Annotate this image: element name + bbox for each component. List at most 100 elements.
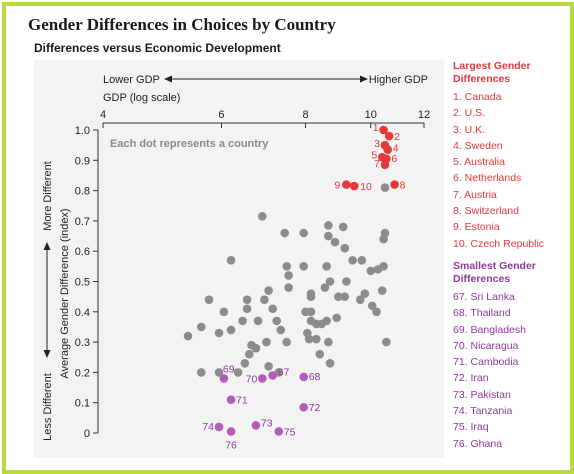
data-label: 4 [393,143,399,155]
legend-item: 5. Australia [453,156,505,169]
y-tick-label: 1.0 [75,125,90,137]
data-point [238,316,247,326]
data-point [226,255,236,265]
legend-item: 3. U.K. [453,123,486,136]
y-tick-label: 0.5 [75,277,90,289]
country-legend: Largest Gender Differences 1. Canada 2. U… [453,60,567,452]
legend-item: 76. Ghana [453,437,503,450]
legend-item: 2. U.S. [453,107,486,120]
legend-item: 73. Pakistan [453,388,511,401]
data-point [348,255,357,265]
smallest-difference-point [226,427,236,436]
legend-header-smallest: Smallest Gender Differences [453,259,536,285]
data-point [204,295,214,304]
x-tick-label: 10 [365,109,377,121]
data-point [253,316,263,326]
data-point [183,331,193,341]
data-point [340,243,350,253]
data-point [226,325,236,335]
plot-panel [34,60,444,458]
data-point [317,319,326,329]
legend-item: 72. Iran [453,372,489,385]
data-point [366,266,376,276]
legend-item: 71. Cambodia [453,356,519,369]
chart-annotation: Each dot represents a country [110,138,269,150]
data-label: 69 [223,363,235,375]
data-point [379,262,388,271]
y-tick-label: 0.2 [75,367,90,379]
data-point [214,368,224,377]
data-point [251,343,261,353]
data-point [301,307,310,317]
data-point [311,334,321,344]
data-point [356,295,365,304]
data-point [306,292,316,301]
data-point [214,328,224,338]
legend-item: 9. Estonia [453,221,500,234]
data-point [377,286,387,295]
data-point [258,212,267,221]
data-point [324,231,333,241]
data-label: 70 [246,373,258,385]
legend-item: 74. Tanzania [453,405,513,418]
data-point [332,313,341,323]
data-point [299,262,308,271]
smallest-difference-point [299,402,308,412]
data-point [268,304,278,314]
data-point [380,183,390,192]
y-direction-high-label: More Different [42,161,54,231]
legend-item: 4. Sweden [453,139,503,152]
data-point [372,307,381,317]
data-label: 72 [309,402,321,414]
x-tick-label: 12 [418,109,430,121]
legend-item: 1. Canada [453,91,502,103]
smallest-difference-point [214,422,224,432]
legend-list-smallest: 67. Sri Lanka 68. Thailand 69. Bangladesh 7… [453,289,567,452]
data-point [338,222,348,232]
data-point [325,277,335,286]
data-label: 10 [360,181,372,193]
y-axis-label: Average Gender Difference (index) [59,208,71,378]
largest-difference-point [380,160,390,170]
data-point [282,262,291,271]
legend-item: 67. Sri Lanka [453,290,515,303]
data-point [315,349,325,359]
chart-subtitle: Differences versus Economic Development [34,41,281,55]
smallest-difference-point [268,371,278,380]
legend-item: 6. Netherlands [453,172,522,185]
y-tick-label: 0.7 [75,216,90,228]
largest-difference-point [390,180,399,189]
data-point [242,304,252,314]
data-point [322,262,331,271]
data-point [334,292,343,301]
legend-item: 69. Bangladesh [453,323,526,336]
smallest-difference-point [258,374,267,383]
data-point [233,368,243,377]
legend-item: 75. Iraq [453,421,489,434]
data-point [240,359,250,368]
y-direction-arrow-down-head [43,350,51,358]
data-point [280,228,290,238]
data-label: 9 [335,180,341,192]
y-tick-label: 0.9 [75,155,90,167]
x-tick-label: 8 [302,109,308,121]
data-point [367,301,377,311]
data-point [284,283,293,292]
data-label: 75 [284,426,296,438]
data-point [276,325,286,335]
data-point [379,234,388,244]
y-tick-label: 0.3 [75,337,90,349]
data-label: 68 [309,371,321,383]
x-axis-label: GDP (log scale) [103,92,180,104]
data-point [197,322,206,332]
data-point [324,221,333,230]
smallest-difference-point [219,374,229,383]
x-direction-arrow-left-head [164,75,172,83]
data-point [382,337,391,347]
legend-item: 10. Czech Republic [453,237,545,250]
data-point [284,271,293,280]
y-tick-label: 0.1 [75,398,90,410]
smallest-difference-point [274,427,284,436]
x-direction-high-label: Higher GDP [369,74,428,86]
data-point [282,337,291,347]
